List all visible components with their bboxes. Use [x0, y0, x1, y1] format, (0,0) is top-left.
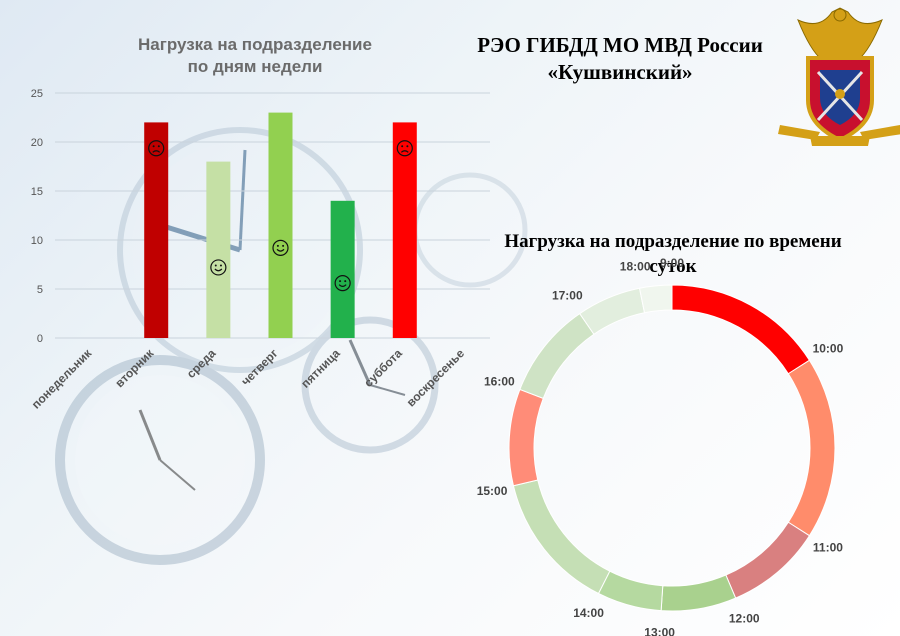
bar-среда: [206, 161, 231, 338]
sad-face-icon: [148, 140, 165, 157]
clock-illustration: [55, 127, 528, 565]
donut-slice-13:00: [597, 570, 664, 612]
donut-slice-10:00: [787, 359, 836, 537]
happy-face-icon: [272, 239, 289, 256]
organization-title: РЭО ГИБДД МО МВД России «Кушвинский»: [450, 32, 790, 86]
donut-chart-title-line2: суток: [649, 256, 697, 277]
donut-chart-title: Нагрузка на подразделение по времени сут…: [480, 229, 866, 279]
happy-face-icon: [334, 275, 351, 292]
donut-chart-title-line1: Нагрузка на подразделение по времени: [504, 231, 842, 252]
y-tick-label: 15: [31, 186, 43, 198]
donut-slice-11:00: [725, 521, 811, 599]
donut-label: 13:00: [644, 626, 675, 636]
bar-суббота: [392, 122, 417, 339]
donut-label: 15:00: [477, 484, 508, 498]
donut-slice-18:00: [638, 284, 673, 314]
bar-chart-title-line1: Нагрузка на подразделение: [138, 35, 372, 54]
bar-chart-title: Нагрузка на подразделение по дням недели: [100, 34, 410, 78]
donut-slice-12:00: [660, 574, 737, 612]
donut-slice-9:00: [671, 284, 811, 375]
donut-label: 17:00: [552, 288, 583, 302]
donut-label: 11:00: [813, 541, 843, 555]
bar-пятница: [330, 200, 355, 338]
donut-label: 18:00: [620, 260, 651, 274]
sad-face-icon: [396, 140, 413, 157]
donut-label: 16:00: [484, 375, 515, 389]
bar-четверг: [268, 112, 293, 338]
donut-label: 9:00: [660, 256, 684, 270]
y-tick-label: 25: [31, 88, 43, 100]
bar-chart-title-line2: по дням недели: [187, 57, 323, 76]
y-tick-label: 10: [31, 235, 43, 247]
happy-face-icon: [210, 259, 227, 276]
donut-label: 10:00: [813, 341, 844, 355]
donut-slice-16:00: [519, 312, 595, 400]
donut-label: 12:00: [729, 611, 760, 625]
donut-label: 14:00: [573, 606, 604, 620]
y-tick-label: 5: [37, 284, 43, 296]
organization-title-line1: РЭО ГИБДД МО МВД России: [477, 33, 763, 57]
organization-title-line2: «Кушвинский»: [547, 60, 693, 84]
y-tick-label: 20: [31, 137, 43, 149]
donut-slice-17:00: [579, 287, 646, 335]
donut-slice-14:00: [512, 479, 611, 595]
bar-вторник: [144, 122, 169, 339]
donut-slice-15:00: [508, 388, 544, 487]
y-tick-label: 0: [37, 333, 43, 345]
